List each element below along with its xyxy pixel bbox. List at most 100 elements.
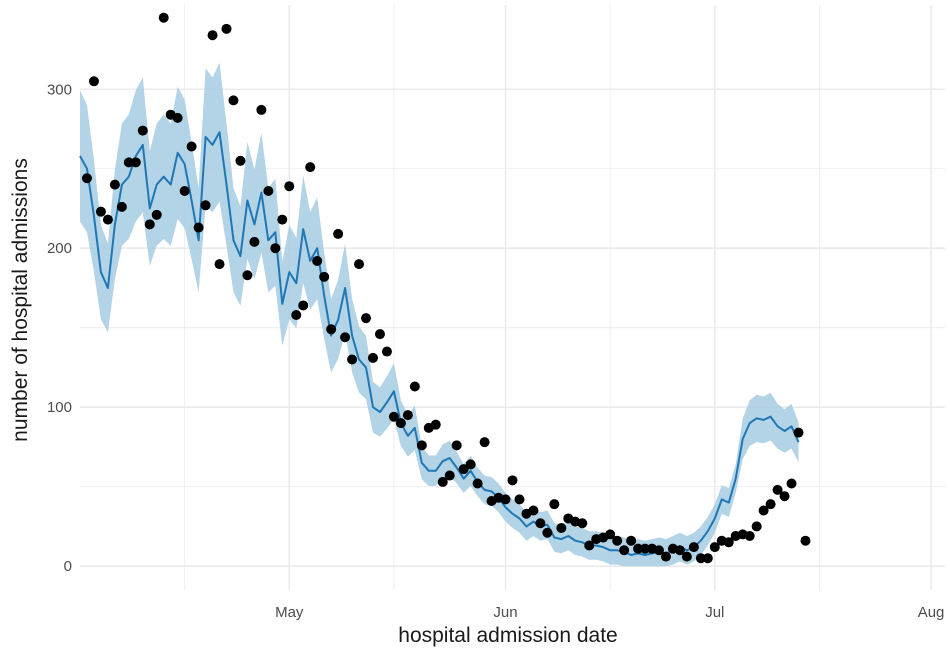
data-point: [242, 270, 253, 281]
data-point: [577, 518, 588, 529]
data-point: [688, 542, 699, 553]
x-tick-label: Jun: [493, 604, 517, 621]
data-point: [479, 437, 490, 448]
y-axis-ticks: 0 100 200 300: [47, 81, 72, 575]
data-point: [416, 440, 427, 451]
data-point: [402, 410, 413, 421]
data-point: [660, 551, 671, 562]
data-point: [751, 521, 762, 532]
data-point: [116, 201, 127, 212]
data-points: [81, 12, 811, 564]
data-point: [605, 529, 616, 540]
data-point: [500, 494, 511, 505]
data-point: [395, 418, 406, 429]
data-point: [256, 104, 267, 115]
data-point: [361, 313, 372, 324]
data-point: [263, 185, 274, 196]
data-point: [291, 309, 302, 320]
data-point: [235, 155, 246, 166]
data-point: [549, 499, 560, 510]
data-point: [744, 530, 755, 541]
data-point: [305, 162, 316, 173]
data-point: [444, 470, 455, 481]
data-point: [319, 271, 330, 282]
y-tick-label: 100: [47, 399, 72, 416]
data-point: [249, 236, 260, 247]
data-point: [123, 157, 134, 168]
data-point: [793, 427, 804, 438]
data-point: [612, 535, 623, 546]
data-point: [584, 540, 595, 551]
data-point: [786, 478, 797, 489]
data-point: [465, 459, 476, 470]
data-point: [723, 537, 734, 548]
data-point: [772, 484, 783, 495]
data-point: [277, 214, 288, 225]
confidence-band: [80, 62, 799, 567]
data-point: [633, 543, 644, 554]
x-axis-title: hospital admission date: [398, 624, 617, 647]
confidence-ribbon: [80, 62, 799, 567]
data-point: [172, 112, 183, 123]
data-point: [207, 30, 218, 41]
data-point: [326, 324, 337, 335]
data-point: [367, 352, 378, 363]
x-tick-label: Aug: [918, 604, 945, 621]
data-point: [186, 141, 197, 152]
data-point: [95, 206, 106, 217]
data-point: [779, 491, 790, 502]
data-point: [333, 228, 344, 239]
data-point: [528, 505, 539, 516]
data-point: [800, 535, 811, 546]
data-point: [102, 214, 113, 225]
data-point: [228, 95, 239, 106]
data-point: [312, 255, 323, 266]
data-point: [81, 173, 92, 184]
data-point: [347, 354, 358, 365]
data-point: [653, 545, 664, 556]
data-point: [674, 545, 685, 556]
data-point: [130, 157, 141, 168]
data-point: [542, 527, 553, 538]
x-tick-label: May: [275, 604, 304, 621]
data-point: [109, 179, 120, 190]
data-point: [179, 185, 190, 196]
y-tick-label: 200: [47, 240, 72, 257]
data-point: [702, 553, 713, 564]
data-point: [137, 125, 148, 136]
data-point: [437, 476, 448, 487]
data-point: [681, 551, 692, 562]
data-point: [200, 200, 211, 211]
data-point: [507, 475, 518, 486]
data-point: [88, 76, 99, 87]
data-point: [765, 499, 776, 510]
data-point: [626, 535, 637, 546]
data-point: [695, 553, 706, 564]
data-point: [214, 259, 225, 270]
data-point: [354, 259, 365, 270]
data-point: [535, 518, 546, 529]
data-point: [388, 411, 399, 422]
data-point: [430, 419, 441, 430]
grid: [80, 5, 945, 590]
data-point: [472, 478, 483, 489]
data-point: [640, 543, 651, 554]
data-point: [151, 209, 162, 220]
data-point: [284, 181, 295, 192]
data-point: [758, 505, 769, 516]
data-point: [514, 494, 525, 505]
data-point: [451, 440, 462, 451]
data-point: [221, 23, 232, 34]
data-point: [193, 222, 204, 233]
data-point: [458, 464, 469, 475]
data-point: [709, 542, 720, 553]
data-point: [619, 545, 630, 556]
y-axis-title: number of hospital admissions: [9, 158, 32, 442]
data-point: [158, 12, 169, 23]
data-point: [381, 346, 392, 357]
x-tick-label: Jul: [705, 604, 724, 621]
data-point: [144, 219, 155, 230]
data-point: [409, 381, 420, 392]
y-tick-label: 0: [64, 558, 72, 575]
